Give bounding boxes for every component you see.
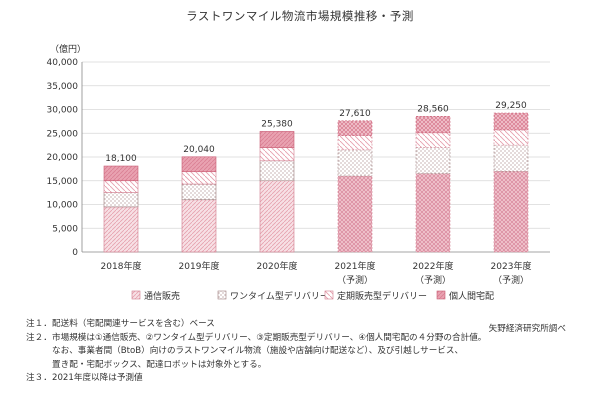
bar-segment [259, 180, 295, 253]
y-tick-label: 20,000 [47, 153, 79, 163]
y-tick-label: 15,000 [47, 177, 79, 187]
bar-segment [259, 160, 295, 182]
x-tick-label: 2020年度 [257, 260, 298, 272]
total-label: 18,100 [105, 154, 137, 164]
note-line: 置き配・宅配ボックス、配達ロボットは対象外とする。 [26, 359, 586, 373]
x-tick-label: 2021年度 [335, 260, 376, 272]
bars: 18,100 20,040 25,380 27,610 28,560 29,250 [103, 101, 529, 253]
y-tick-label: 0 [72, 248, 78, 258]
bar-segment [415, 147, 451, 174]
total-label: 25,380 [261, 119, 293, 129]
bar-segment [103, 165, 139, 182]
bar-segment [493, 112, 529, 131]
y-axis: （億円） 0 5,000 10,000 15,000 20,000 25,000 30,000… [47, 43, 550, 258]
bar-segment [103, 206, 139, 253]
legend: 通信販売 ワンタイム型デリバリー 定期販売型デリバリー 個人間宅配 [131, 290, 494, 302]
bar-segment [103, 192, 139, 208]
total-label: 27,610 [339, 109, 371, 119]
legend-swatch [436, 290, 446, 300]
y-tick-label: 25,000 [47, 129, 79, 139]
y-tick-label: 40,000 [47, 58, 79, 68]
y-tick-label: 5,000 [52, 224, 78, 234]
note-line: なお、事業者間（BtoB）向けのラストワンマイル物流（施設や店舗向け配送など）、… [26, 345, 586, 359]
legend-swatch [324, 290, 334, 300]
y-tick-label: 35,000 [47, 82, 79, 92]
total-label: 20,040 [183, 145, 215, 155]
legend-swatch [217, 290, 227, 300]
legend-label: 定期販売型デリバリー [337, 290, 427, 302]
bar-segment [103, 180, 139, 193]
bar-segment [415, 173, 451, 253]
y-tick-label: 30,000 [47, 106, 79, 116]
x-tick-label: 2022年度 [413, 260, 454, 272]
bar-segment [415, 116, 451, 134]
bar-segment [181, 171, 217, 185]
note-text: なお、事業者間（BtoB）向けのラストワンマイル物流（施設や店舗向け配送など）、… [52, 346, 464, 356]
note-text: 2021年度以降は予測値 [52, 373, 143, 383]
note-number: 注２． [26, 332, 52, 343]
source-note: 矢野経済研究所調べ [488, 324, 566, 334]
chart-title: ラストワンマイル物流市場規模推移・予測 [186, 9, 414, 23]
x-tick-sublabel: （予測） [415, 274, 451, 286]
bar-segment [337, 175, 373, 253]
legend-label: ワンタイム型デリバリー [230, 290, 329, 302]
bar-segment [259, 131, 295, 148]
legend-swatch [131, 290, 141, 300]
x-tick-sublabel: （予測） [493, 274, 529, 286]
bar-segment [415, 132, 451, 148]
note-line: 注１．配送料（宅配関連サービスを含む）ベース [26, 318, 586, 332]
bar-segment [493, 144, 529, 172]
legend-label: 個人間宅配 [449, 290, 494, 302]
x-tick-label: 2019年度 [179, 260, 220, 272]
chart-plot: （億円） 0 5,000 10,000 15,000 20,000 25,000 30,000… [20, 26, 595, 331]
bar-segment [259, 147, 295, 162]
note-number: 注３． [26, 373, 52, 383]
note-number: 注１． [26, 319, 52, 329]
y-axis-unit: （億円） [50, 43, 86, 55]
bar-segment [493, 170, 529, 253]
note-text: 市場規模は①通信販売、②ワンタイム型デリバリー、③定期販売型デリバリー、④個人間… [52, 332, 487, 343]
y-tick-label: 10,000 [47, 201, 79, 211]
bar-segment [337, 135, 373, 151]
bar-segment [337, 149, 373, 177]
bar-segment [181, 183, 217, 201]
note-line: 注２．市場規模は①通信販売、②ワンタイム型デリバリー、③定期販売型デリバリー、④… [26, 332, 586, 346]
x-tick-sublabel: （予測） [337, 274, 373, 286]
notes: 注１．配送料（宅配関連サービスを含む）ベース 注２．市場規模は①通信販売、②ワンタ… [26, 318, 586, 386]
total-label: 29,250 [495, 101, 527, 111]
total-label: 28,560 [417, 104, 449, 114]
x-tick-label: 2023年度 [491, 260, 532, 272]
note-line: 注３．2021年度以降は予測値 [26, 372, 586, 386]
bar-segment [337, 120, 373, 136]
bar-segment [181, 156, 217, 173]
note-text: 配送料（宅配関連サービスを含む）ベース [52, 319, 215, 329]
bar-segment [493, 129, 529, 146]
bar-segment [181, 199, 217, 253]
note-text: 置き配・宅配ボックス、配達ロボットは対象外とする。 [52, 359, 267, 370]
x-axis: 2018年度 2019年度 2020年度 2021年度 （予測） 2022年度 （予測） 20… [101, 260, 532, 286]
x-tick-label: 2018年度 [101, 260, 142, 272]
legend-label: 通信販売 [144, 290, 180, 302]
